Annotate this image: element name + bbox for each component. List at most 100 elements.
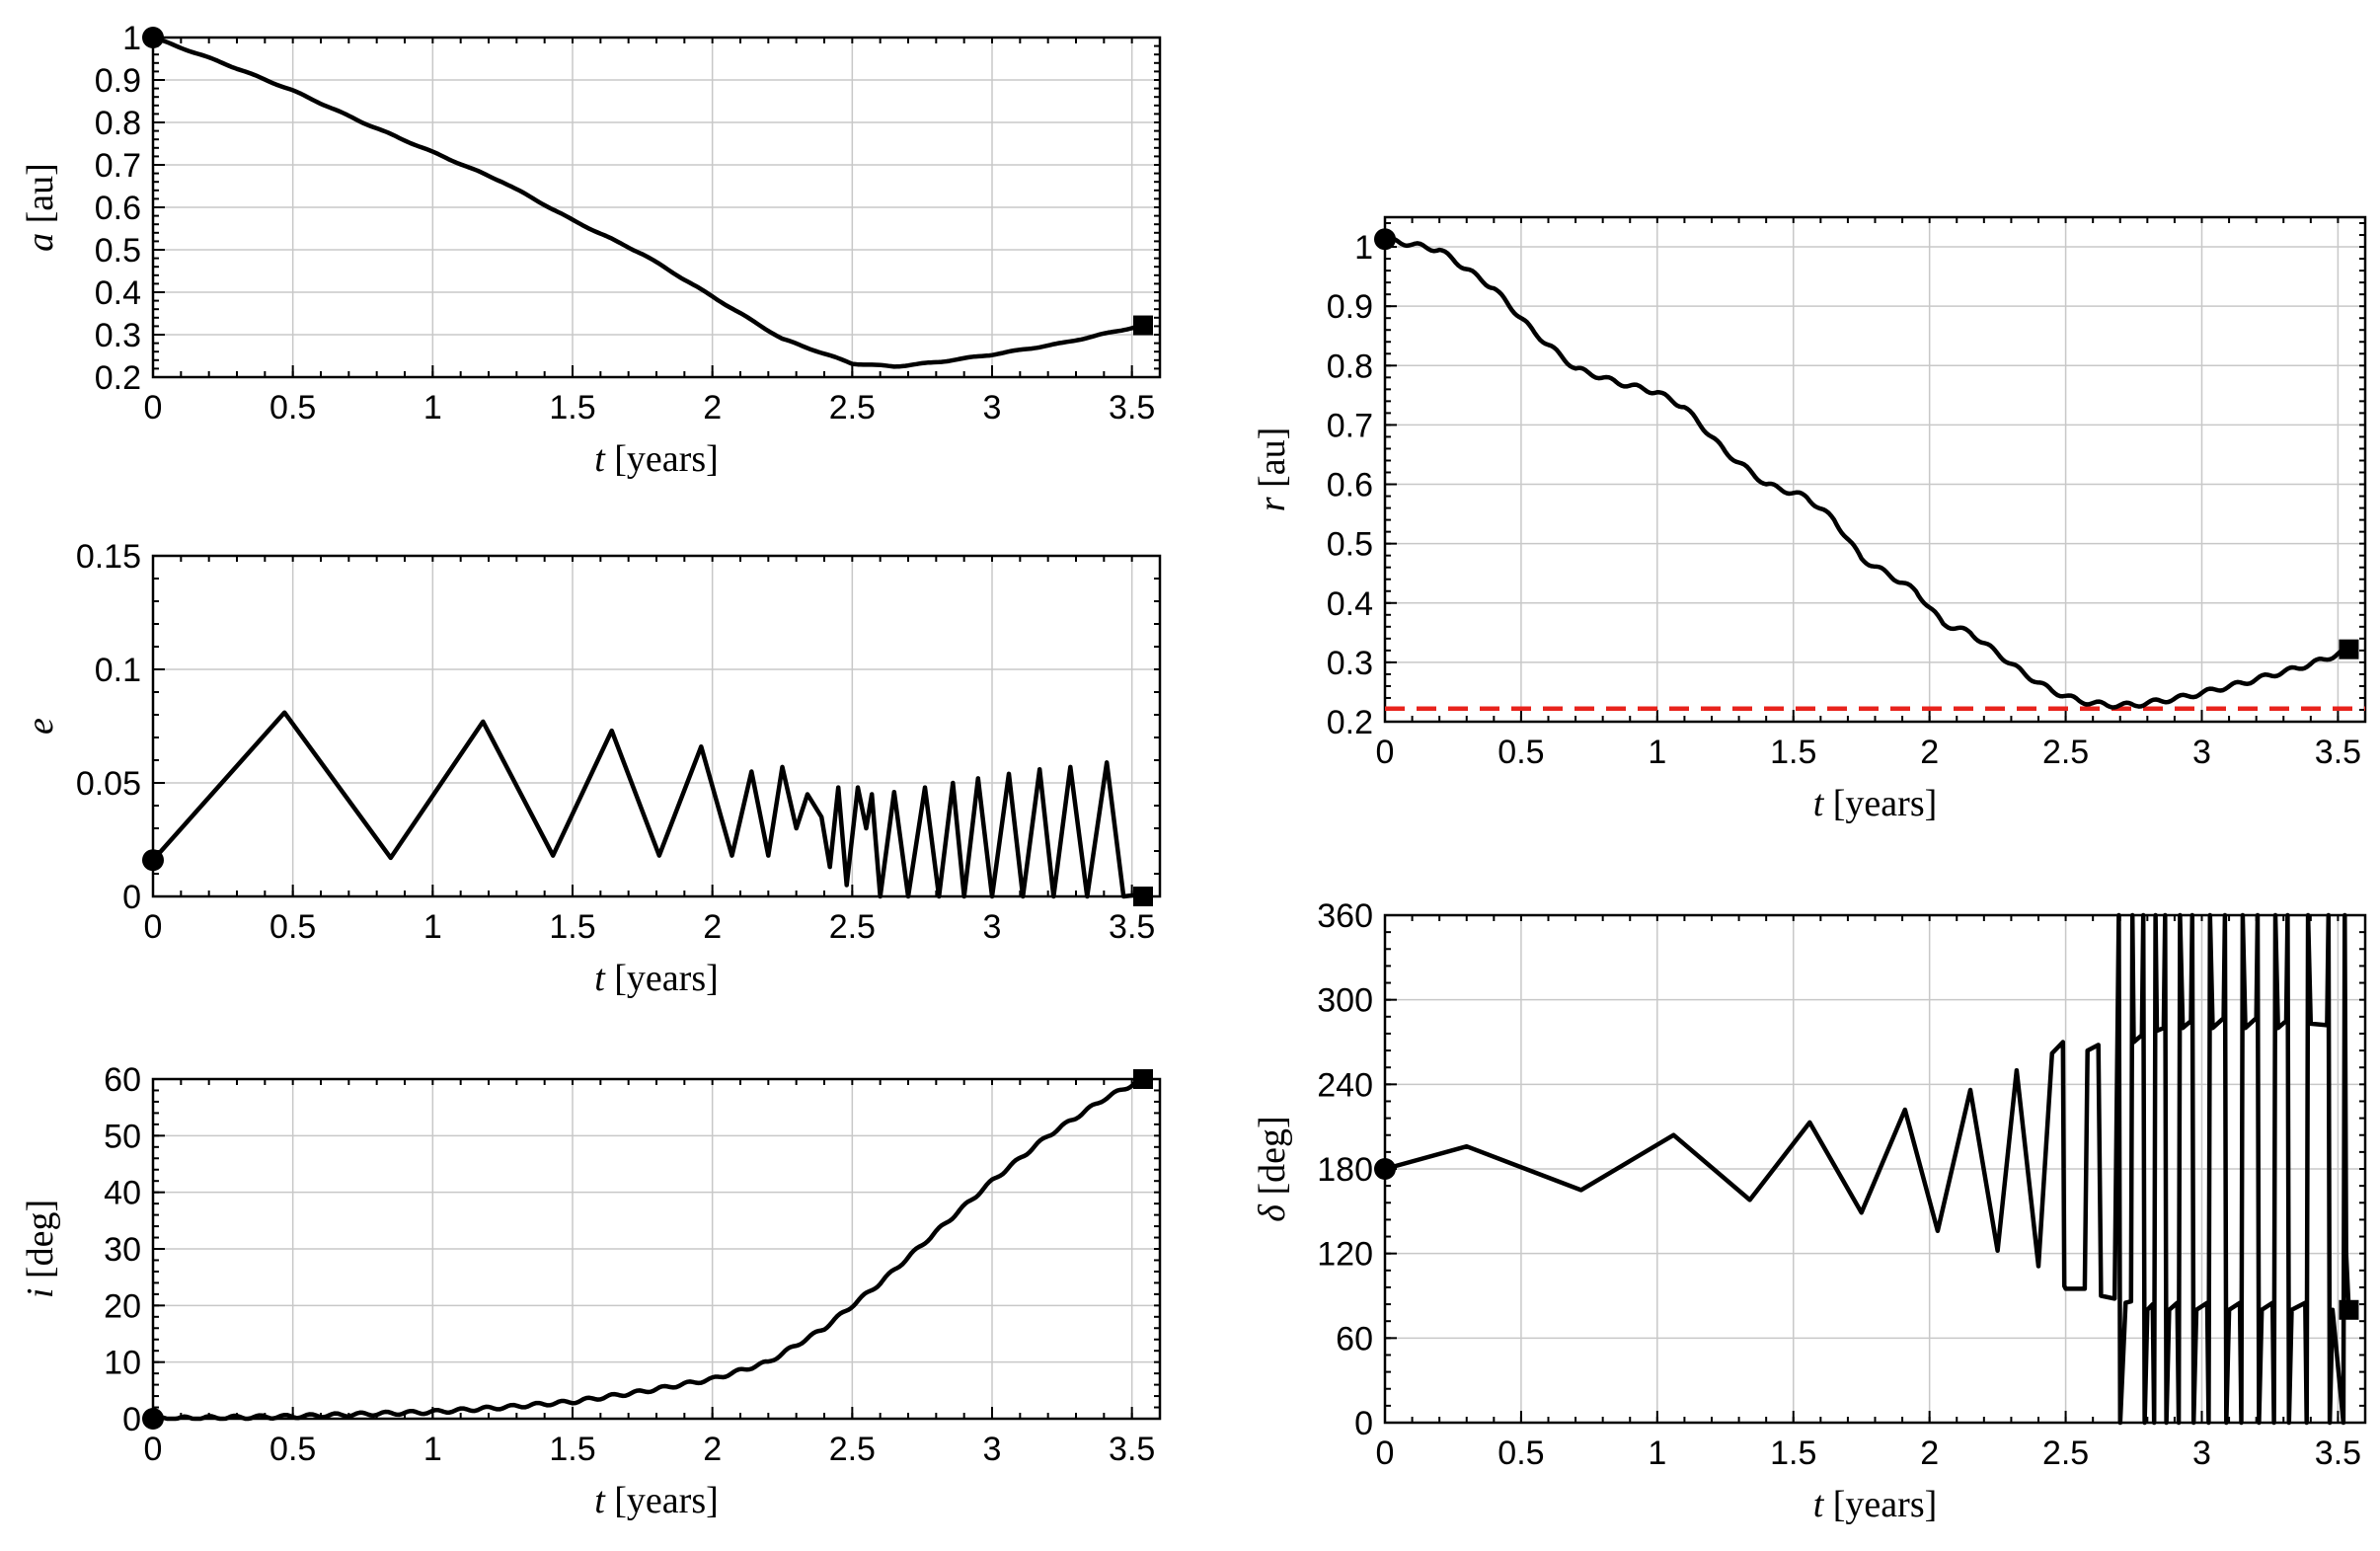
y-axis-unit: [deg] xyxy=(1252,1116,1293,1204)
y-axis-unit: [au] xyxy=(1252,427,1293,498)
plot-frame xyxy=(151,1077,1162,1421)
y-tick-label: 0 xyxy=(122,1401,141,1438)
x-tick-label: 1 xyxy=(423,908,442,946)
x-tick-label: 3 xyxy=(983,389,1002,427)
y-tick-label: 0.3 xyxy=(95,317,141,354)
y-axis-label: δ [deg] xyxy=(1252,1116,1293,1221)
y-axis-label: e xyxy=(20,718,61,735)
y-tick-label: 0.7 xyxy=(1327,407,1373,444)
x-tick-label: 3.5 xyxy=(1109,389,1155,427)
series-line xyxy=(152,35,1144,369)
x-tick-label: 3 xyxy=(2192,734,2211,771)
panel-semi-major-axis: 0 0.5 1 1.5 2 2.5 3 3.5 0.2 0.3 0.4 0.5 0.6 0.7 0.8 0.9… xyxy=(20,20,1162,480)
plot-frame xyxy=(151,36,1162,379)
y-tick-label: 180 xyxy=(1317,1151,1373,1189)
x-tick-label: 0 xyxy=(1376,734,1395,771)
y-tick-label: 30 xyxy=(104,1231,141,1269)
end-marker xyxy=(1133,887,1153,906)
y-tick-label: 240 xyxy=(1317,1066,1373,1104)
y-tick-label: 0.5 xyxy=(95,232,141,270)
panel-delta-angle: 0 0.5 1 1.5 2 2.5 3 3.5 0 60 120 180 240 300 360 t [yea… xyxy=(1252,897,2367,1525)
y-tick-label: 0.15 xyxy=(76,538,141,576)
x-axis-symbol: t xyxy=(594,438,606,480)
plot-frame xyxy=(1383,215,2367,724)
x-tick-label: 3 xyxy=(983,908,1002,946)
x-tick-label: 2.5 xyxy=(2042,1435,2089,1472)
x-tick-label: 1.5 xyxy=(549,389,595,427)
x-axis-unit: [years] xyxy=(1823,1484,1937,1525)
x-axis-symbol: t xyxy=(594,1480,606,1521)
x-tick-label: 2 xyxy=(703,908,722,946)
x-tick-label: 0.5 xyxy=(269,389,316,427)
x-axis-symbol: t xyxy=(1813,1484,1825,1525)
end-marker xyxy=(2339,1299,2359,1320)
x-tick-label: 0.5 xyxy=(1497,1435,1544,1472)
y-tick-label: 0.9 xyxy=(95,62,141,100)
y-tick-label: 0.8 xyxy=(95,105,141,142)
x-axis-symbol: t xyxy=(1813,783,1825,824)
start-marker xyxy=(1374,1158,1396,1180)
y-axis-symbol: a xyxy=(20,233,61,252)
x-axis-unit: [years] xyxy=(1823,783,1937,824)
panel-inclination: 0 0.5 1 1.5 2 2.5 3 3.5 0 10 20 30 40 50 60 t [years] i … xyxy=(20,1061,1162,1521)
y-tick-label: 360 xyxy=(1317,897,1373,935)
y-axis-symbol: e xyxy=(20,718,61,735)
x-tick-label: 1 xyxy=(423,389,442,427)
y-tick-label: 300 xyxy=(1317,982,1373,1020)
y-tick-label: 0 xyxy=(1354,1405,1373,1442)
y-tick-label: 0.6 xyxy=(95,190,141,227)
x-tick-label: 0.5 xyxy=(269,908,316,946)
start-marker xyxy=(1374,228,1396,251)
y-tick-label: 0.05 xyxy=(76,765,141,803)
x-tick-label: 1 xyxy=(1648,1435,1666,1472)
y-tick-label: 0.2 xyxy=(95,359,141,397)
x-tick-label: 0.5 xyxy=(269,1431,316,1468)
x-axis-label: t [years] xyxy=(594,1480,719,1521)
x-tick-label: 1.5 xyxy=(549,1431,595,1468)
x-axis-unit: [years] xyxy=(605,438,719,480)
x-tick-label: 2.5 xyxy=(829,908,876,946)
x-tick-label: 1.5 xyxy=(1770,1435,1816,1472)
panel-eccentricity: 0 0.5 1 1.5 2 2.5 3 3.5 0 0.05 0.1 0.15 t [years] e xyxy=(20,538,1162,999)
x-tick-label: 1.5 xyxy=(1770,734,1816,771)
y-tick-label: 0.8 xyxy=(1327,348,1373,385)
series-line xyxy=(152,1076,1143,1422)
end-marker xyxy=(1133,1069,1153,1089)
start-marker xyxy=(142,27,164,48)
y-tick-label: 0.9 xyxy=(1327,288,1373,326)
end-marker xyxy=(1133,315,1153,336)
y-tick-label: 120 xyxy=(1317,1236,1373,1274)
y-axis-symbol: δ xyxy=(1252,1203,1293,1222)
x-tick-label: 1.5 xyxy=(549,908,595,946)
series-line xyxy=(1384,912,2351,1426)
x-tick-label: 3.5 xyxy=(1109,908,1155,946)
y-axis-label: a [au] xyxy=(20,163,61,252)
y-tick-label: 40 xyxy=(104,1175,141,1212)
y-tick-label: 0 xyxy=(122,879,141,916)
series-line xyxy=(1384,235,2350,710)
panel-radius: 0 0.5 1 1.5 2 2.5 3 3.5 0.2 0.3 0.4 0.5 0.6 0.7 0.8 0.9… xyxy=(1252,215,2367,824)
x-tick-label: 2 xyxy=(1920,734,1939,771)
y-tick-label: 0.3 xyxy=(1327,645,1373,682)
y-tick-label: 0.1 xyxy=(95,652,141,689)
x-tick-label: 2 xyxy=(703,389,722,427)
y-axis-unit: [au] xyxy=(20,163,61,233)
y-tick-label: 0.2 xyxy=(1327,704,1373,741)
x-tick-label: 2 xyxy=(703,1431,722,1468)
x-tick-label: 0 xyxy=(144,1431,163,1468)
y-tick-label: 20 xyxy=(104,1287,141,1325)
x-tick-label: 3.5 xyxy=(1109,1431,1155,1468)
y-tick-label: 0.5 xyxy=(1327,526,1373,564)
x-tick-label: 0 xyxy=(1376,1435,1395,1472)
y-tick-label: 60 xyxy=(1336,1320,1373,1357)
series-line xyxy=(151,710,1144,899)
x-axis-unit: [years] xyxy=(605,1480,719,1521)
x-axis-label: t [years] xyxy=(1813,783,1938,824)
x-tick-label: 2.5 xyxy=(829,389,876,427)
x-tick-label: 1 xyxy=(423,1431,442,1468)
y-tick-label: 1 xyxy=(1354,229,1373,267)
x-tick-label: 2.5 xyxy=(2042,734,2089,771)
y-tick-label: 0.6 xyxy=(1327,467,1373,504)
y-tick-label: 0.7 xyxy=(95,147,141,185)
